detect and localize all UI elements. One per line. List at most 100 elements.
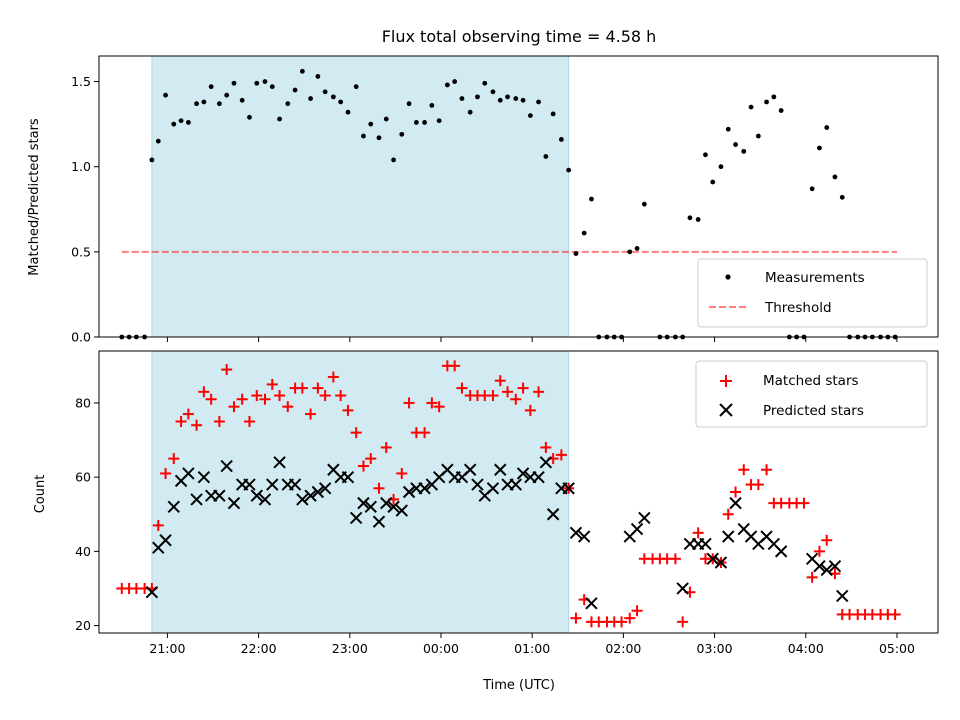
predicted-stars-point <box>227 496 241 510</box>
measurements-point <box>718 164 724 170</box>
measurements-point <box>550 111 556 117</box>
measurements-point <box>436 118 442 124</box>
predicted-stars-point <box>213 489 226 502</box>
measurements-point <box>277 116 282 122</box>
matched-stars-point <box>221 364 233 376</box>
matched-stars-point <box>419 427 431 439</box>
top-panel-x-ticks <box>166 337 898 342</box>
predicted-stars-point <box>676 582 689 595</box>
measurements-point <box>254 80 260 86</box>
matched-stars-point <box>160 467 172 479</box>
matched-stars-point <box>426 397 438 409</box>
legend-matched-stars-label: Matched stars <box>763 373 859 389</box>
predicted-stars-point <box>258 493 272 506</box>
matched-stars-point <box>517 382 529 394</box>
bottom-panel-y-axis-label: Count <box>33 475 48 514</box>
matched-stars-point <box>152 519 164 531</box>
measurements-point <box>755 133 761 139</box>
predicted-stars-point <box>722 530 735 543</box>
measurements-point <box>467 109 473 115</box>
x-tick-label: 04:00 <box>788 641 824 656</box>
measurements-point <box>330 94 336 100</box>
measurements-point <box>338 99 344 105</box>
predicted-stars-point <box>357 496 370 510</box>
matched-stars-point <box>487 390 499 402</box>
predicted-stars-point <box>190 493 203 506</box>
measurements-point <box>399 131 405 137</box>
measurements-point <box>368 121 374 127</box>
x-axis-label: Time (UTC) <box>482 678 555 693</box>
measurements-point <box>353 84 359 90</box>
measurements-point <box>171 121 177 127</box>
top-panel-frame <box>98 55 939 338</box>
matched-stars-point <box>205 393 217 405</box>
matched-stars-point <box>396 467 408 479</box>
measurements-point <box>748 104 754 110</box>
predicted-stars-point <box>638 511 651 525</box>
legend-measurements-label: Measurements <box>765 270 865 286</box>
measurements-point <box>208 84 214 90</box>
predicted-stars-point <box>471 478 484 491</box>
predicted-stars-point <box>273 456 286 469</box>
measurements-point <box>201 99 207 105</box>
matched-stars-point <box>191 419 203 431</box>
predicted-stars-point <box>395 504 408 517</box>
predicted-stars-point <box>182 467 195 480</box>
matched-stars-point <box>494 375 506 387</box>
y-tick-label: 80 <box>75 395 91 410</box>
matched-stars-point <box>319 390 331 402</box>
measurements-point <box>475 94 480 100</box>
measurements-point <box>185 120 191 125</box>
matched-stars-point <box>168 453 180 465</box>
matched-stars-point <box>243 416 255 427</box>
predicted-stars-point <box>266 478 279 491</box>
measurements-point <box>345 109 351 115</box>
matched-stars-point <box>752 479 764 491</box>
matched-stars-point <box>182 408 194 420</box>
measurements-point <box>452 79 458 84</box>
measurements-point <box>703 152 708 158</box>
bottom-panel-legend: Matched stars Predicted stars <box>695 360 928 428</box>
matched-stars-point <box>722 508 734 520</box>
measurements-point <box>733 142 738 147</box>
matched-stars-point <box>449 360 461 372</box>
x-tick-label: 00:00 <box>423 641 459 656</box>
x-tick-label: 05:00 <box>879 641 915 656</box>
y-tick-label: 0.0 <box>71 330 91 345</box>
matched-stars-point <box>198 386 210 398</box>
measurements-point <box>817 145 822 151</box>
predicted-stars-point <box>699 537 712 551</box>
matched-stars-point <box>403 397 415 409</box>
matched-stars-point <box>502 386 514 398</box>
predicted-stars-point <box>220 459 233 473</box>
matched-stars-point <box>616 616 628 628</box>
measurements-point <box>299 68 305 74</box>
matched-stars-point <box>228 401 240 413</box>
measurements-point <box>459 96 465 101</box>
top-panel: 0.0 0.5 1.0 1.5 Matched/Predicted stars Mea… <box>27 55 939 345</box>
y-tick-label: 1.0 <box>71 159 91 174</box>
measurements-point <box>573 251 579 256</box>
predicted-stars-point <box>372 515 386 528</box>
predicted-stars-point <box>813 560 826 573</box>
predicted-stars-point <box>250 489 263 502</box>
y-tick-label: 20 <box>75 618 91 633</box>
measurements-point <box>497 97 503 103</box>
matched-stars-point <box>761 464 773 476</box>
matched-stars-point <box>524 404 536 416</box>
measurements-point <box>627 249 633 255</box>
predicted-stars-point <box>463 463 477 476</box>
measurements-point <box>269 84 275 90</box>
legend-predicted-stars-marker <box>719 403 733 417</box>
predicted-stars-point <box>304 489 317 502</box>
measurements-point <box>710 179 716 185</box>
matched-stars-point <box>889 608 901 620</box>
measurements-point <box>163 92 168 98</box>
bottom-panel-marks <box>116 360 901 628</box>
matched-stars-point <box>533 386 545 398</box>
predicted-stars-point <box>318 482 332 495</box>
matched-stars-point <box>380 441 392 453</box>
matched-stars-point <box>305 408 317 420</box>
measurements-point <box>520 97 526 103</box>
